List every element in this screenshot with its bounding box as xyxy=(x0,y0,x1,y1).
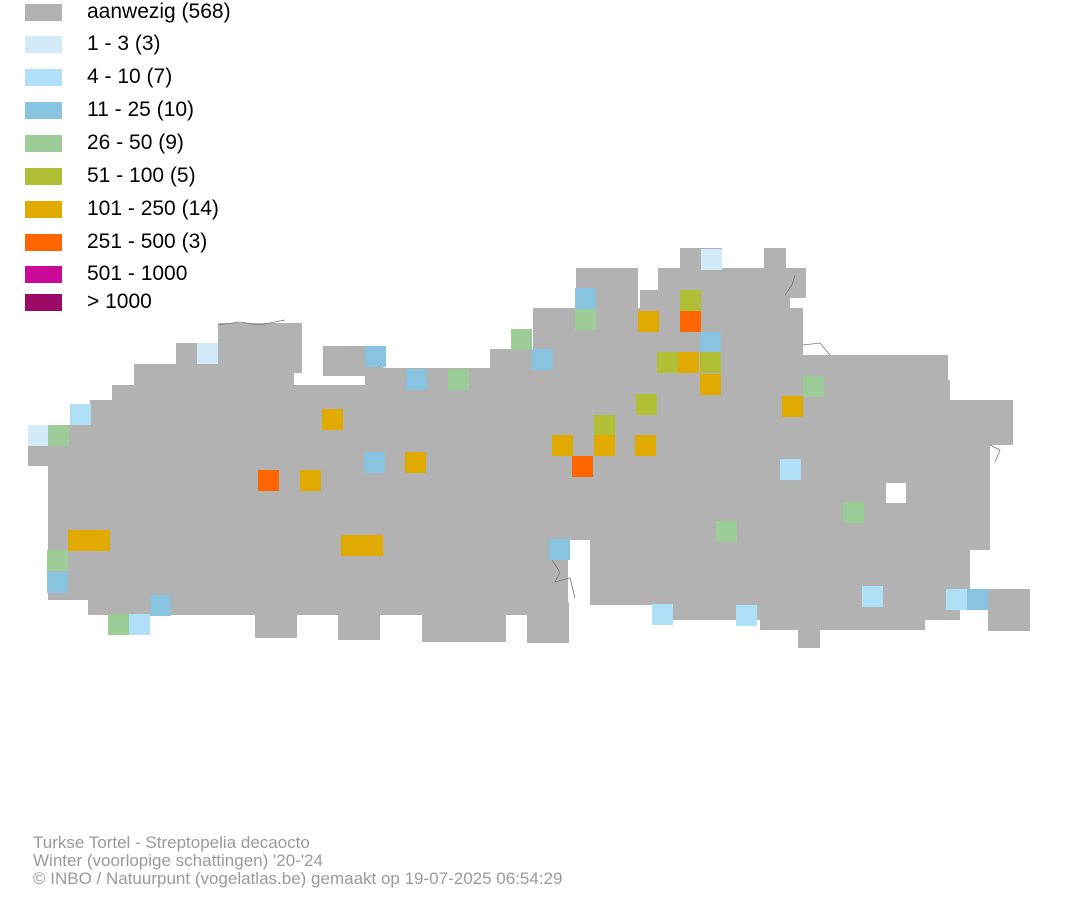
legend-item: 4 - 10 (7) xyxy=(25,65,425,88)
count-cell xyxy=(406,369,427,390)
legend-swatch xyxy=(25,294,62,311)
count-cell xyxy=(862,586,883,607)
count-cell xyxy=(967,589,988,610)
count-cell xyxy=(448,369,469,390)
legend-label: 11 - 25 (10) xyxy=(87,98,194,121)
legend-item: 251 - 500 (3) xyxy=(25,230,425,253)
count-cell xyxy=(362,535,383,556)
count-cell xyxy=(652,604,673,625)
count-cell xyxy=(700,374,721,395)
count-cell xyxy=(552,435,573,456)
count-cell xyxy=(803,376,824,397)
legend-swatch xyxy=(25,135,62,152)
count-cell xyxy=(197,343,218,364)
count-cell xyxy=(701,249,722,270)
legend-label: 26 - 50 (9) xyxy=(87,131,184,154)
legend-item: 51 - 100 (5) xyxy=(25,164,425,187)
count-cell xyxy=(680,311,701,332)
legend-label: 51 - 100 (5) xyxy=(87,164,196,187)
count-cell xyxy=(635,435,656,456)
count-cell xyxy=(700,352,721,373)
legend-label: 501 - 1000 xyxy=(87,262,188,285)
count-cell xyxy=(341,535,362,556)
species-title: Turkse Tortel - Streptopelia decaocto xyxy=(33,833,310,852)
legend-label: 4 - 10 (7) xyxy=(87,65,173,88)
count-cell xyxy=(68,530,89,551)
period-label: Winter (voorlopige schattingen) '20-'24 xyxy=(33,851,323,870)
count-cell xyxy=(47,550,68,571)
count-cell xyxy=(638,311,659,332)
legend-label: > 1000 xyxy=(87,290,152,313)
legend-swatch xyxy=(25,201,62,218)
count-cell xyxy=(47,572,68,593)
count-cell xyxy=(594,435,615,456)
count-cell xyxy=(572,456,593,477)
count-cell xyxy=(636,394,657,415)
count-cell xyxy=(575,288,596,309)
legend-swatch xyxy=(25,168,62,185)
legend-item: 1 - 3 (3) xyxy=(25,32,425,55)
legend-swatch xyxy=(25,36,62,53)
count-cell xyxy=(594,415,615,436)
legend-item: 11 - 25 (10) xyxy=(25,98,425,121)
count-cell xyxy=(843,502,864,523)
count-cell xyxy=(946,589,967,610)
count-cell xyxy=(322,409,343,430)
count-cell xyxy=(780,459,801,480)
count-cell xyxy=(511,329,532,350)
credit-line: © INBO / Natuurpunt (vogelatlas.be) gema… xyxy=(33,869,563,888)
legend-swatch xyxy=(25,4,62,21)
count-cell xyxy=(575,309,596,330)
legend-swatch xyxy=(25,234,62,251)
legend-swatch xyxy=(25,69,62,86)
count-cell xyxy=(89,530,110,551)
count-cell xyxy=(258,470,279,491)
count-cell xyxy=(405,452,426,473)
legend-label: aanwezig (568) xyxy=(87,0,231,23)
count-cell xyxy=(782,396,803,417)
legend-swatch xyxy=(25,102,62,119)
count-cell xyxy=(678,352,699,373)
map-footer: Turkse Tortel - Streptopelia decaocto Wi… xyxy=(33,834,562,888)
count-cell xyxy=(108,614,129,635)
legend-swatch xyxy=(25,266,62,283)
legend-item: 101 - 250 (14) xyxy=(25,197,425,220)
count-cell xyxy=(365,346,386,367)
count-cell xyxy=(364,452,385,473)
map-gaps xyxy=(568,483,906,602)
count-cells xyxy=(28,249,988,635)
count-cell xyxy=(300,470,321,491)
count-cell xyxy=(549,539,570,560)
legend-label: 101 - 250 (14) xyxy=(87,197,219,220)
legend-label: 1 - 3 (3) xyxy=(87,32,161,55)
legend-item: aanwezig (568) xyxy=(25,0,425,23)
count-cell xyxy=(716,521,737,542)
count-cell xyxy=(657,352,678,373)
legend-item: > 1000 xyxy=(25,290,425,313)
count-cell xyxy=(150,595,171,616)
count-cell xyxy=(28,425,49,446)
count-cell xyxy=(129,614,150,635)
count-cell xyxy=(680,290,701,311)
legend-item: 26 - 50 (9) xyxy=(25,131,425,154)
count-cell xyxy=(70,404,91,425)
flanders-region-shape xyxy=(28,248,1030,648)
count-cell xyxy=(700,332,721,353)
border-lines xyxy=(217,274,1001,599)
legend-item: 501 - 1000 xyxy=(25,262,425,285)
count-cell xyxy=(736,605,757,626)
count-cell xyxy=(532,349,553,370)
count-cell xyxy=(48,425,69,446)
legend-label: 251 - 500 (3) xyxy=(87,230,208,253)
